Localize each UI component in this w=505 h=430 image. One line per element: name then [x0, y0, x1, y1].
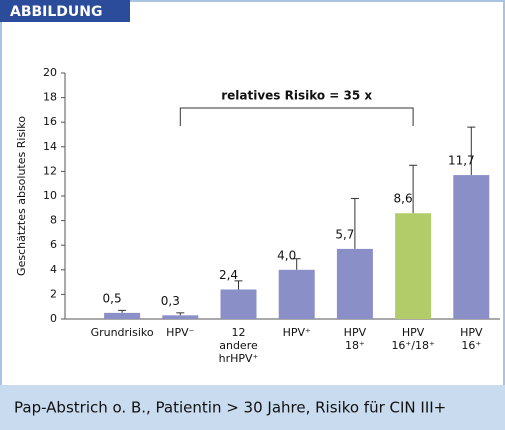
value-label: 4,0	[277, 248, 296, 262]
bar	[395, 213, 432, 319]
bar	[162, 315, 199, 319]
x-tick-label: HPV	[402, 326, 425, 339]
bar	[278, 269, 315, 319]
value-label: 8,6	[394, 192, 413, 206]
x-tick-label: HPV	[460, 326, 483, 339]
value-label: 5,7	[335, 227, 354, 241]
value-label: 2,4	[219, 268, 238, 282]
y-tick-label: 20	[43, 66, 57, 79]
x-tick-label: HPV⁻	[166, 326, 194, 339]
y-tick-label: 2	[50, 287, 57, 300]
x-tick-label: HPV⁺	[283, 326, 311, 339]
value-label: 0,3	[161, 294, 180, 308]
y-tick-label: 0	[50, 312, 57, 325]
bar	[453, 175, 490, 319]
y-tick-label: 12	[43, 164, 57, 177]
y-tick-label: 10	[43, 189, 57, 202]
bar	[104, 312, 141, 319]
value-label: 0,5	[103, 291, 122, 305]
y-tick-label: 18	[43, 91, 57, 104]
x-tick-label: andere	[219, 339, 258, 352]
x-tick-label: hrHPV⁺	[219, 352, 259, 365]
x-tick-label: 18⁺	[345, 339, 365, 352]
annotation: relatives Risiko = 35 x	[221, 89, 372, 103]
caption: Pap-Abstrich o. B., Patientin > 30 Jahre…	[14, 399, 446, 417]
x-tick-label: 16⁺	[461, 339, 481, 352]
y-tick-label: 16	[43, 115, 57, 128]
x-tick-label: 12	[232, 326, 246, 339]
x-tick-label: Grundrisiko	[91, 326, 154, 339]
y-tick-label: 6	[50, 238, 57, 251]
bar	[336, 248, 373, 319]
value-label: 11,7	[448, 154, 475, 168]
bracket	[179, 107, 414, 126]
header-box	[0, 0, 130, 22]
y-tick-label: 8	[50, 214, 57, 227]
header: ABBILDUNG	[10, 4, 103, 20]
caption-band	[0, 385, 505, 430]
bar	[220, 289, 257, 319]
y-axis-label: Geschätztes absolutes Risiko	[15, 116, 28, 276]
x-tick-label: 16⁺/18⁺	[391, 339, 435, 352]
y-tick-label: 4	[50, 263, 57, 276]
y-tick-label: 14	[43, 140, 57, 153]
x-tick-label: HPV	[344, 326, 367, 339]
